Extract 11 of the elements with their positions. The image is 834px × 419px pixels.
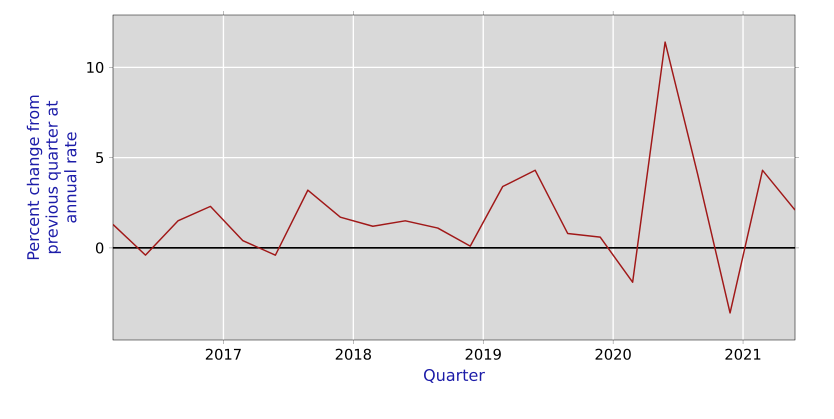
x-tick-label: 2017 — [206, 348, 241, 360]
y-tick-label: 10 — [87, 62, 104, 73]
y-axis-title: Percent change from previous quarter at annual rate — [26, 96, 76, 260]
y-tick-label: 5 — [96, 152, 104, 164]
line-series — [113, 41, 796, 314]
x-tick-label: 2019 — [466, 348, 501, 360]
y-tick-label: 0 — [96, 242, 104, 254]
x-tick-label: 2018 — [336, 348, 371, 360]
x-tick-label: 2021 — [725, 348, 760, 360]
x-axis-title: Quarter — [424, 368, 485, 383]
x-tick-label: 2020 — [596, 348, 631, 360]
